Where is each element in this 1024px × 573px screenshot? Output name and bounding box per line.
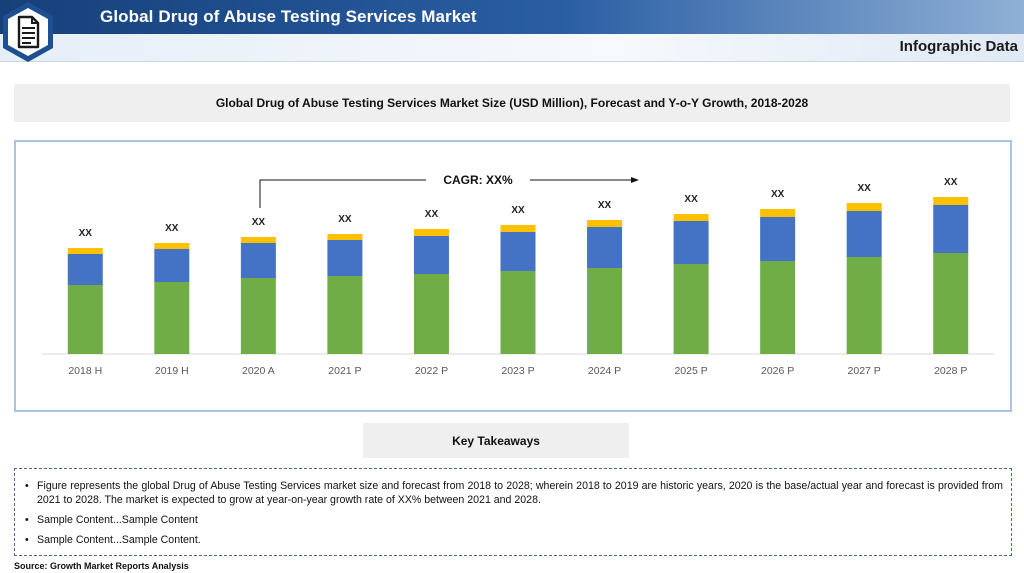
bar-segment-1 <box>933 253 969 354</box>
bar-segment-2 <box>413 236 449 274</box>
x-tick-label: 2026 P <box>761 365 794 377</box>
cagr-bracket-line <box>259 179 426 208</box>
bar-segment-3 <box>240 237 276 243</box>
bar-segment-2 <box>240 243 276 278</box>
bar-segment-2 <box>154 249 190 282</box>
bar-segment-1 <box>154 282 190 354</box>
bars-group: XX 2018 H XX 2019 H XX 2020 A XX 2021 P XX 2022 P… <box>67 177 969 377</box>
bar-data-label: XX <box>165 223 179 234</box>
bar-segment-1 <box>327 276 363 354</box>
bar-data-label: XX <box>684 194 698 205</box>
x-tick-label: 2025 P <box>674 365 707 377</box>
x-tick-label: 2021 P <box>328 365 361 377</box>
bar-segment-1 <box>240 278 276 354</box>
bar-segment-1 <box>587 268 623 354</box>
bar-data-label: XX <box>252 217 266 228</box>
document-icon <box>3 2 53 62</box>
bar-segment-2 <box>933 205 969 253</box>
takeaway-item: Sample Content...Sample Content. <box>23 533 1003 547</box>
bar-segment-3 <box>587 220 623 227</box>
bar-segment-2 <box>673 221 709 264</box>
bar-data-label: XX <box>338 214 352 225</box>
cagr-label: CAGR: XX% <box>443 173 513 187</box>
bar-segment-3 <box>760 209 796 217</box>
bar-data-label: XX <box>79 228 93 239</box>
bar-segment-2 <box>67 254 103 285</box>
bar-data-label: XX <box>425 209 439 220</box>
bar-segment-3 <box>154 243 190 249</box>
stacked-bar-chart: CAGR: XX% XX 2018 H XX 2019 H XX 2020 A XX 2021… <box>42 173 994 377</box>
bar-segment-3 <box>413 229 449 236</box>
bar-data-label: XX <box>944 177 958 188</box>
infographic-label: Infographic Data <box>899 38 1018 55</box>
x-tick-label: 2019 H <box>155 365 189 377</box>
bar-segment-3 <box>673 214 709 221</box>
bar-segment-2 <box>760 217 796 261</box>
bar-data-label: XX <box>598 200 612 211</box>
bar-segment-2 <box>846 211 882 257</box>
header-bar <box>0 0 1024 34</box>
takeaways-box: Figure represents the global Drug of Abu… <box>14 468 1012 556</box>
bar-data-label: XX <box>511 205 525 216</box>
x-tick-label: 2024 P <box>588 365 621 377</box>
cagr-annotation: CAGR: XX% <box>259 173 639 208</box>
bar-segment-1 <box>760 261 796 354</box>
takeaways-list: Figure represents the global Drug of Abu… <box>23 479 1003 547</box>
x-tick-label: 2020 A <box>242 365 275 377</box>
x-tick-label: 2023 P <box>501 365 534 377</box>
bar-segment-2 <box>327 240 363 276</box>
bar-segment-3 <box>67 248 103 254</box>
bar-segment-1 <box>673 264 709 354</box>
chart-title: Global Drug of Abuse Testing Services Ma… <box>14 84 1010 122</box>
takeaways-title: Key Takeaways <box>363 423 629 458</box>
takeaway-item: Figure represents the global Drug of Abu… <box>23 479 1003 507</box>
bar-segment-1 <box>500 271 536 354</box>
bar-segment-2 <box>587 227 623 268</box>
x-tick-label: 2028 P <box>934 365 967 377</box>
bar-segment-3 <box>500 225 536 232</box>
bar-segment-1 <box>67 285 103 354</box>
source-note: Source: Growth Market Reports Analysis <box>14 561 189 571</box>
bar-segment-3 <box>327 234 363 240</box>
x-tick-label: 2022 P <box>415 365 448 377</box>
x-tick-label: 2018 H <box>68 365 102 377</box>
cagr-arrow-head <box>631 177 639 183</box>
bar-segment-2 <box>500 232 536 271</box>
bar-segment-3 <box>933 197 969 205</box>
x-tick-label: 2027 P <box>848 365 881 377</box>
bar-data-label: XX <box>771 189 785 200</box>
takeaway-item: Sample Content...Sample Content <box>23 513 1003 527</box>
bar-segment-3 <box>846 203 882 211</box>
bar-segment-1 <box>413 274 449 354</box>
bar-data-label: XX <box>858 183 872 194</box>
header-subbar <box>0 34 1024 62</box>
bar-segment-1 <box>846 257 882 354</box>
page-title: Global Drug of Abuse Testing Services Ma… <box>100 7 477 26</box>
chart-frame: CAGR: XX% XX 2018 H XX 2019 H XX 2020 A XX 2021… <box>14 140 1012 412</box>
